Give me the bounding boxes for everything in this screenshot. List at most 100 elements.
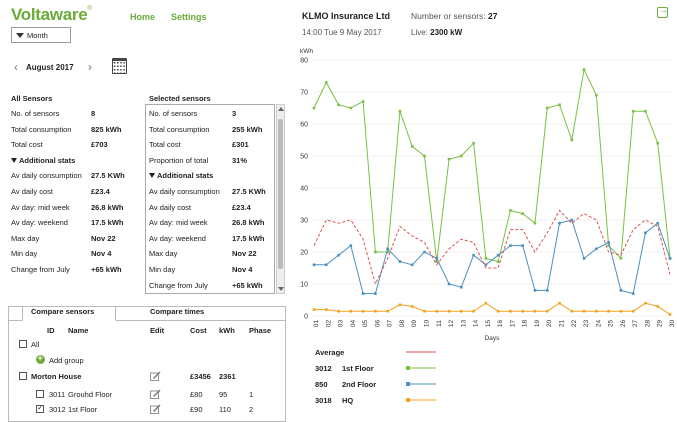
month-label: August 2017 (26, 63, 74, 72)
nav-home[interactable]: Home (130, 12, 156, 22)
x-tick-label: 16 (497, 320, 504, 328)
x-tick-label: 17 (509, 320, 516, 328)
edit-pencil-icon[interactable] (150, 371, 161, 381)
legend-label: 1st Floor (342, 364, 374, 373)
series-point (410, 145, 414, 148)
legend-label: Average (315, 348, 345, 357)
series-line-2 (314, 302, 671, 315)
series-point (656, 141, 660, 145)
series-point (410, 263, 414, 267)
row-checkbox[interactable] (36, 403, 44, 413)
stat-value: £301 (232, 140, 249, 150)
series-point (509, 309, 512, 313)
stat-value: 3 (232, 109, 237, 118)
series-point (349, 309, 353, 313)
series-point (312, 106, 316, 110)
series-line-1 (314, 219, 671, 295)
calendar-icon[interactable] (112, 58, 127, 74)
add-group-icon[interactable] (36, 353, 45, 364)
row-cost: £3456 (190, 372, 211, 381)
stats-scrollbar[interactable] (276, 104, 285, 294)
series-point (582, 257, 586, 260)
stat-value: 27.5 KWh (232, 187, 266, 196)
stat-value: +65 kWh (91, 265, 122, 274)
series-point (324, 263, 328, 267)
additional-stats-toggle[interactable]: Additional stats (11, 156, 75, 165)
next-month-icon[interactable]: › (88, 60, 92, 74)
header: Voltaware® Home Settings KLMO Insurance … (0, 0, 677, 42)
row-id: 3011 (49, 390, 66, 399)
series-point (668, 313, 672, 316)
series-point (582, 68, 586, 71)
select-all-label: All (31, 340, 40, 349)
x-tick-label: 11 (436, 320, 443, 327)
nav-settings[interactable]: Settings (171, 12, 207, 22)
x-tick-label: 15 (485, 320, 492, 328)
stat-label: Total consumption (149, 124, 210, 134)
collapse-triangle-icon (11, 157, 17, 163)
period-select[interactable]: Month (11, 27, 71, 43)
row-checkbox[interactable] (19, 372, 27, 380)
legend-swatch (406, 382, 436, 386)
stat-row: Max day Nov 22 (149, 249, 257, 258)
y-tick-label: 20 (300, 250, 308, 257)
stat-row: Min day Nov 4 (149, 265, 252, 274)
voltaware-logo[interactable]: Voltaware® (11, 5, 92, 24)
select-all-checkbox[interactable] (19, 340, 27, 348)
row-checkbox[interactable] (36, 390, 44, 398)
edit-pencil-icon[interactable] (150, 404, 161, 414)
additional-stats-toggle[interactable]: Additional stats (149, 171, 213, 180)
stat-row: Av day: mid week 26.8 kWh (11, 203, 124, 212)
row-phase: 1 (249, 390, 254, 399)
series-point (472, 309, 475, 313)
x-tick-label: 20 (546, 320, 553, 328)
series-point (668, 257, 672, 260)
stat-label: Total cost (149, 140, 181, 150)
stat-value: +65 kWh (232, 280, 263, 290)
logout-icon[interactable] (657, 5, 668, 18)
x-tick-label: 18 (522, 320, 529, 328)
series-point (607, 309, 610, 313)
scroll-up-icon[interactable] (277, 105, 284, 112)
series-line-0 (313, 67, 671, 263)
tab-active-frame (22, 306, 116, 321)
series-point (349, 244, 353, 247)
col-header-name: Name (68, 326, 89, 335)
row-name: Morton House (31, 372, 82, 381)
stat-label: Change from July (149, 280, 208, 290)
x-tick-label: 14 (473, 320, 480, 328)
series-point (595, 247, 598, 251)
col-header-phase: Phase (249, 326, 272, 335)
x-tick-label: 10 (423, 320, 430, 328)
row-cost: £80 (190, 390, 203, 399)
scroll-down-icon[interactable] (277, 286, 284, 293)
prev-month-icon[interactable]: ‹ (14, 60, 18, 74)
legend-id: 850 (315, 380, 328, 389)
legend-id: 3018 (315, 396, 332, 405)
series-point (435, 309, 439, 313)
stat-row: Av day: mid week 26.8 kWh (149, 218, 265, 227)
series-point (361, 292, 365, 295)
add-group-link[interactable]: Add group (49, 356, 84, 365)
series-point (324, 308, 328, 311)
series-point (509, 209, 512, 212)
series-point (545, 289, 549, 292)
legend-swatch (406, 366, 436, 370)
series-point (644, 109, 647, 113)
series-point (423, 309, 426, 313)
stat-row: Min day Nov 4 (11, 249, 111, 259)
series-point (447, 309, 451, 313)
tab-compare-times[interactable]: Compare times (150, 307, 205, 316)
row-name: 1st Floor (68, 405, 98, 414)
series-point (398, 303, 402, 307)
stat-label: Min day (11, 249, 38, 259)
tab-compare-sensors[interactable]: Compare sensors (31, 307, 95, 316)
stat-row: Total consumption 255 kWh (149, 124, 262, 134)
stat-label: Proportion of total (149, 155, 209, 165)
y-tick-label: 10 (300, 282, 308, 289)
stat-label: Av day: weekend (149, 233, 206, 243)
y-axis-label: kWh (300, 48, 313, 55)
stat-label: Max day (11, 233, 40, 243)
edit-pencil-icon[interactable] (150, 389, 161, 399)
scroll-thumb[interactable] (278, 119, 283, 269)
